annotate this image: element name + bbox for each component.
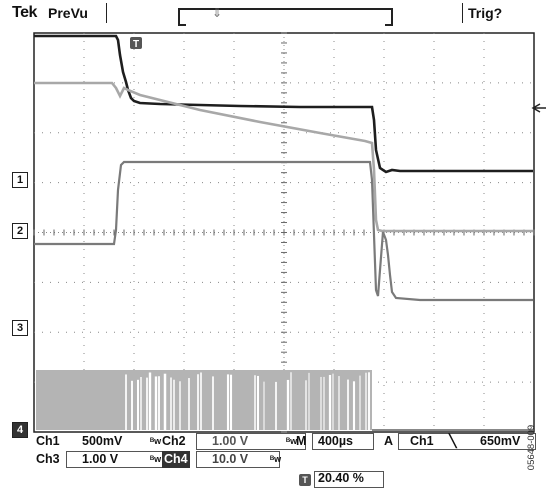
graticule-grid [33, 32, 535, 433]
trigger-level: 650mV [480, 434, 521, 448]
bw-limit-icon: ᴮw [150, 436, 162, 446]
ch3-ground-marker[interactable]: 3 [12, 320, 28, 336]
bw-limit-icon: ᴮw [286, 436, 298, 446]
bw-limit-icon: ᴮw [270, 454, 282, 464]
ch4-trace [36, 370, 533, 431]
timebase-box[interactable] [312, 433, 374, 450]
header-divider [462, 3, 463, 23]
ch4-switching-band [36, 370, 372, 430]
ch1-trace [34, 34, 533, 174]
trigger-t-icon: T [130, 37, 142, 50]
header-divider [106, 3, 107, 23]
timebase-value: 400µs [318, 434, 354, 448]
bw-limit-icon: ᴮw [150, 454, 162, 464]
ch3-trace [34, 160, 533, 302]
trigger-source: Ch1 [410, 434, 434, 448]
brand-label: Tek [12, 4, 37, 21]
ch2-label: Ch2 [162, 434, 186, 448]
trigger-t-icon: T [299, 474, 311, 486]
ch1-scale[interactable]: 500mV [82, 434, 123, 448]
ch1-label: Ch1 [36, 434, 60, 448]
ch2-ground-marker[interactable]: 2 [12, 223, 28, 239]
ch4-ground-marker[interactable]: 4 [12, 422, 28, 438]
acq-mode-label: A [384, 434, 394, 448]
ch2-trace [34, 81, 533, 233]
ch2-scale-box[interactable] [196, 433, 306, 450]
time-mode-label: M [296, 434, 307, 448]
trigger-box[interactable] [398, 433, 536, 450]
ch1-ground-marker[interactable]: 1 [12, 172, 28, 188]
ch3-label: Ch3 [36, 452, 60, 466]
ch4-scale-box[interactable] [196, 451, 280, 468]
acquisition-mode-label: PreVu [48, 5, 88, 21]
record-view-cursor-icon[interactable]: ⇓ [211, 6, 223, 20]
ch4-scale: 10.0 V [212, 452, 249, 466]
svg-text:T: T [133, 39, 139, 50]
trigger-position-box[interactable] [314, 471, 384, 488]
ch3-scale: 1.00 V [82, 452, 119, 466]
left-arrow-icon [531, 103, 546, 113]
record-length-bar[interactable] [178, 8, 393, 26]
ch4-label: Ch4 [162, 451, 190, 468]
trigger-position: 20.40 % [318, 471, 364, 485]
falling-edge-icon: ╲ [449, 434, 457, 448]
ch2-scale: 1.00 V [212, 434, 249, 448]
figure-id: 05648-009 [526, 424, 538, 471]
trigger-status-label: Trig? [468, 5, 503, 21]
